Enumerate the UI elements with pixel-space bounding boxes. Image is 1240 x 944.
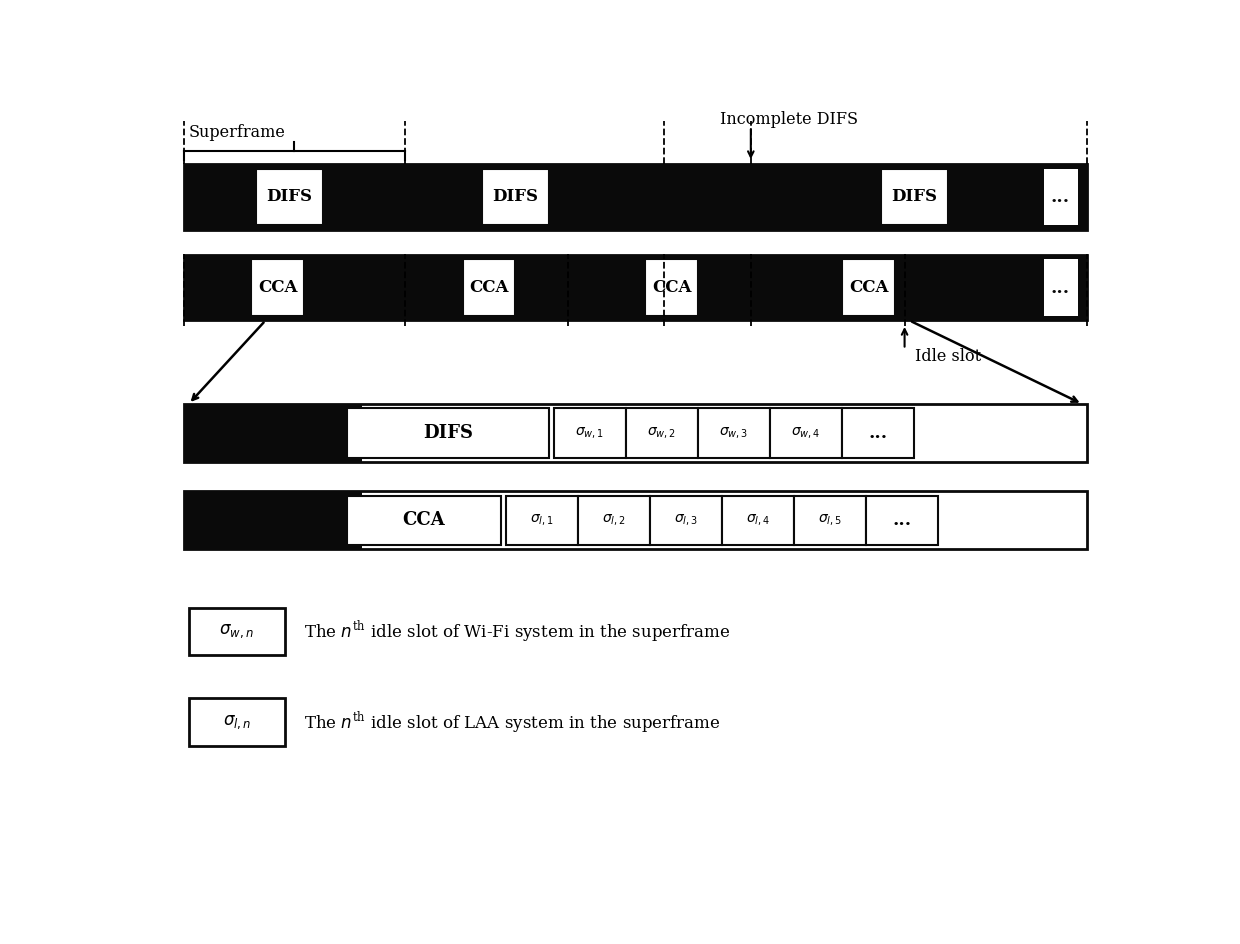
Bar <box>722 496 794 545</box>
Bar <box>184 255 1087 320</box>
Bar <box>1044 169 1078 226</box>
Bar <box>866 496 939 545</box>
Text: DIFS: DIFS <box>492 189 538 206</box>
Text: ...: ... <box>1050 278 1070 296</box>
Text: ...: ... <box>893 512 911 530</box>
Text: $\sigma_{l,2}$: $\sigma_{l,2}$ <box>603 513 626 528</box>
Text: $\sigma_{l,3}$: $\sigma_{l,3}$ <box>675 513 698 528</box>
Text: CCA: CCA <box>258 279 298 296</box>
Bar <box>554 409 626 458</box>
Text: Superframe: Superframe <box>188 125 285 142</box>
Bar <box>347 496 501 545</box>
Bar <box>770 409 842 458</box>
Text: The $n^{\mathregular{th}}$ idle slot of Wi-Fi system in the superframe: The $n^{\mathregular{th}}$ idle slot of … <box>304 618 730 644</box>
Text: $\sigma_{l,5}$: $\sigma_{l,5}$ <box>818 513 842 528</box>
Bar <box>184 164 1087 229</box>
Bar <box>463 260 516 316</box>
Text: $\sigma_{w,3}$: $\sigma_{w,3}$ <box>719 426 749 441</box>
Text: $\sigma_{l,1}$: $\sigma_{l,1}$ <box>529 513 554 528</box>
Text: CCA: CCA <box>652 279 691 296</box>
Text: $\sigma_{w,1}$: $\sigma_{w,1}$ <box>575 426 604 441</box>
Text: CCA: CCA <box>403 512 445 530</box>
Text: $\sigma_{w,4}$: $\sigma_{w,4}$ <box>791 426 821 441</box>
Bar <box>255 169 324 226</box>
Bar <box>347 409 549 458</box>
Bar <box>188 699 285 746</box>
Text: Incomplete DIFS: Incomplete DIFS <box>720 110 858 127</box>
Bar <box>842 260 895 316</box>
Text: $\sigma_{l,n}$: $\sigma_{l,n}$ <box>222 714 250 731</box>
Text: DIFS: DIFS <box>892 189 937 206</box>
Text: The $n^{\mathregular{th}}$ idle slot of LAA system in the superframe: The $n^{\mathregular{th}}$ idle slot of … <box>304 709 720 735</box>
Bar <box>481 169 549 226</box>
Bar <box>188 608 285 655</box>
Bar <box>650 496 722 545</box>
Text: ...: ... <box>1050 188 1070 206</box>
Text: CCA: CCA <box>849 279 888 296</box>
Text: $\sigma_{l,4}$: $\sigma_{l,4}$ <box>746 513 770 528</box>
Text: ...: ... <box>868 424 888 442</box>
Bar <box>578 496 650 545</box>
Bar <box>184 491 1087 549</box>
Bar <box>645 260 698 316</box>
Text: DIFS: DIFS <box>267 189 312 206</box>
Bar <box>506 496 578 545</box>
Bar <box>626 409 698 458</box>
Bar <box>794 496 866 545</box>
Text: Idle slot: Idle slot <box>915 348 981 365</box>
Text: $\sigma_{w,n}$: $\sigma_{w,n}$ <box>219 622 254 640</box>
Text: DIFS: DIFS <box>423 424 474 442</box>
Bar <box>880 169 947 226</box>
Bar <box>184 404 1087 463</box>
Text: $\sigma_{w,2}$: $\sigma_{w,2}$ <box>647 426 676 441</box>
Bar <box>184 491 362 549</box>
Bar <box>1044 260 1078 316</box>
Bar <box>842 409 914 458</box>
Bar <box>698 409 770 458</box>
Text: CCA: CCA <box>469 279 508 296</box>
Bar <box>250 260 304 316</box>
Bar <box>184 404 362 463</box>
